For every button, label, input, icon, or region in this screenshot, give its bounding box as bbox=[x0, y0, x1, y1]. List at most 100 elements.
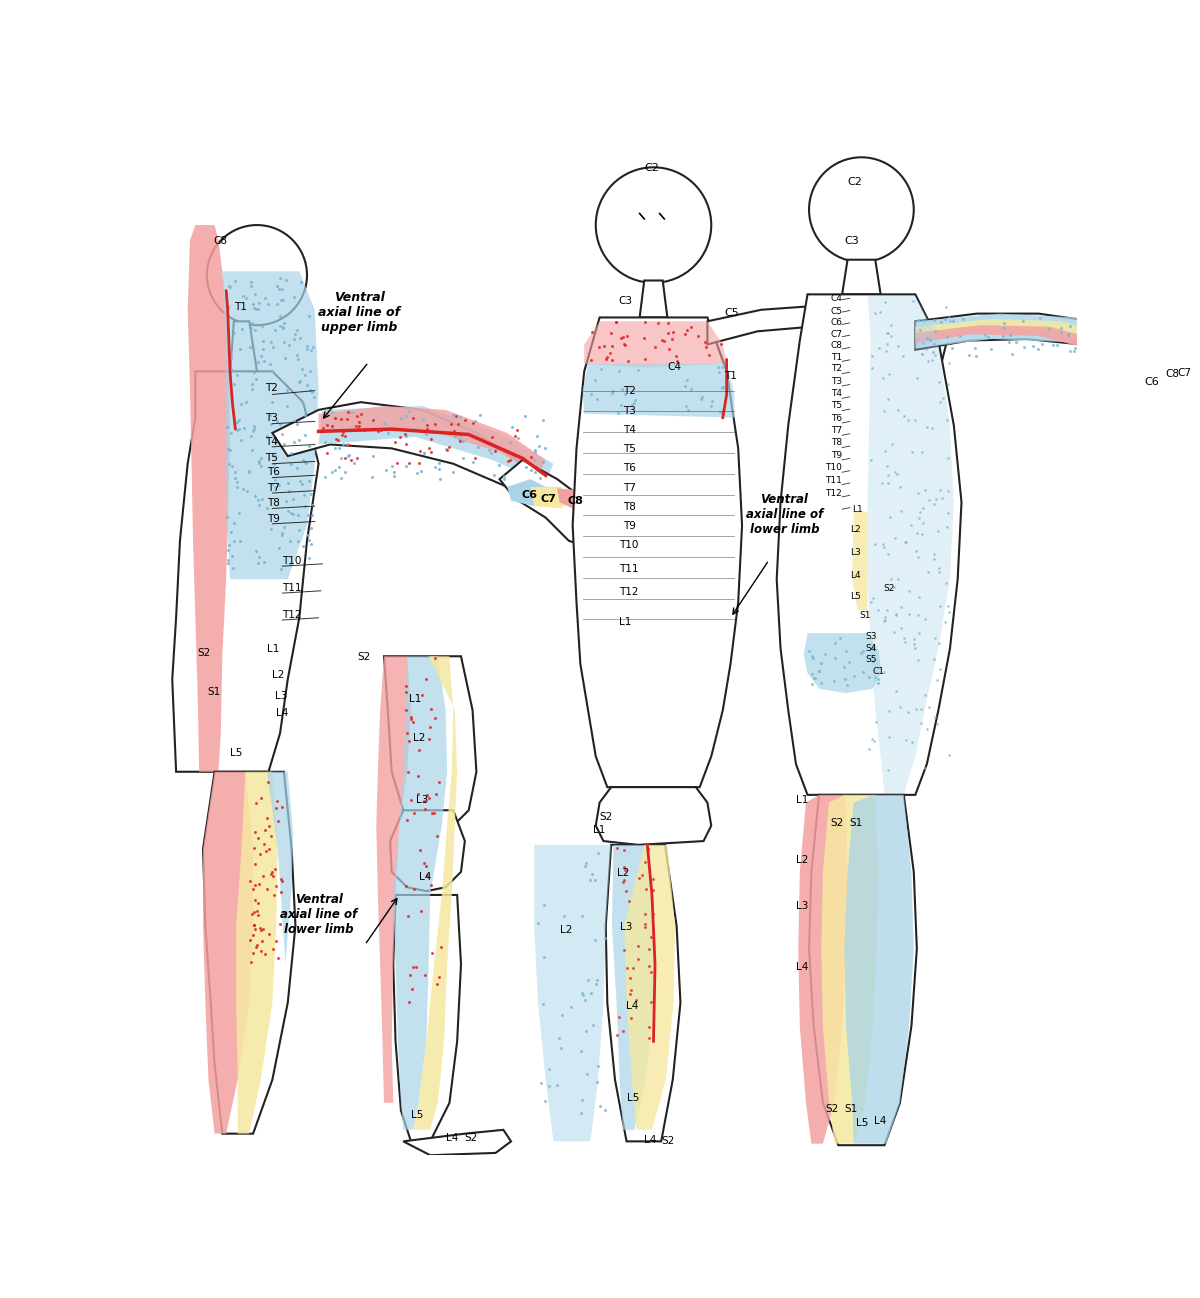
Text: T10: T10 bbox=[619, 540, 638, 550]
Text: L2: L2 bbox=[413, 733, 426, 742]
Text: L5: L5 bbox=[230, 749, 242, 758]
Text: L4: L4 bbox=[445, 1133, 458, 1144]
Text: S1: S1 bbox=[845, 1105, 858, 1114]
Text: L3: L3 bbox=[796, 901, 809, 911]
Text: T10: T10 bbox=[826, 463, 842, 472]
Text: T2: T2 bbox=[830, 365, 841, 374]
Polygon shape bbox=[403, 1129, 511, 1155]
Polygon shape bbox=[394, 657, 448, 1129]
Text: T1: T1 bbox=[830, 353, 841, 362]
Polygon shape bbox=[230, 322, 257, 375]
Text: C8: C8 bbox=[568, 496, 583, 506]
Polygon shape bbox=[776, 295, 961, 794]
Text: C1: C1 bbox=[872, 667, 884, 676]
Text: L1: L1 bbox=[852, 505, 863, 514]
Text: L2: L2 bbox=[272, 670, 284, 680]
Text: S1: S1 bbox=[850, 818, 863, 828]
Text: L5: L5 bbox=[856, 1118, 869, 1128]
Polygon shape bbox=[624, 845, 676, 1129]
Text: T4: T4 bbox=[830, 389, 841, 398]
Text: S2: S2 bbox=[830, 818, 844, 828]
Polygon shape bbox=[384, 657, 476, 826]
Polygon shape bbox=[557, 488, 588, 509]
Text: L4: L4 bbox=[874, 1116, 886, 1127]
Text: C6: C6 bbox=[830, 318, 842, 327]
Text: L5: L5 bbox=[851, 592, 862, 601]
Text: S5: S5 bbox=[865, 655, 877, 665]
Polygon shape bbox=[916, 314, 1150, 362]
Text: T3: T3 bbox=[265, 413, 277, 423]
Text: T11: T11 bbox=[619, 563, 638, 574]
Polygon shape bbox=[852, 511, 868, 610]
Text: T9: T9 bbox=[830, 450, 841, 459]
Polygon shape bbox=[708, 306, 946, 360]
Polygon shape bbox=[394, 894, 461, 1141]
Text: T3: T3 bbox=[830, 376, 841, 386]
Text: L3: L3 bbox=[851, 548, 862, 557]
Polygon shape bbox=[266, 772, 293, 964]
Text: C7: C7 bbox=[540, 495, 556, 504]
Polygon shape bbox=[595, 787, 712, 845]
Polygon shape bbox=[413, 657, 457, 1129]
Text: L3: L3 bbox=[619, 922, 632, 932]
Text: C6: C6 bbox=[1145, 378, 1159, 387]
Polygon shape bbox=[1142, 347, 1177, 370]
Polygon shape bbox=[499, 459, 604, 549]
Polygon shape bbox=[842, 260, 881, 295]
Text: T12: T12 bbox=[826, 489, 842, 498]
Polygon shape bbox=[222, 271, 318, 579]
Polygon shape bbox=[272, 402, 553, 510]
Text: T7: T7 bbox=[266, 483, 280, 493]
Polygon shape bbox=[377, 657, 410, 1103]
Text: C3: C3 bbox=[619, 296, 632, 305]
Circle shape bbox=[809, 157, 913, 262]
Text: L1: L1 bbox=[796, 794, 809, 805]
Text: L1: L1 bbox=[619, 618, 631, 627]
Polygon shape bbox=[203, 772, 253, 1133]
Text: S2: S2 bbox=[883, 584, 894, 593]
Polygon shape bbox=[1162, 347, 1189, 365]
Text: L1: L1 bbox=[409, 694, 421, 705]
Text: T12: T12 bbox=[282, 610, 302, 619]
Text: C4: C4 bbox=[830, 293, 842, 302]
Text: L5: L5 bbox=[628, 1093, 640, 1103]
Text: T5: T5 bbox=[830, 401, 841, 410]
Text: T11: T11 bbox=[826, 476, 842, 485]
Polygon shape bbox=[809, 794, 917, 1145]
Text: Ventral
axial line of
upper limb: Ventral axial line of upper limb bbox=[318, 291, 401, 335]
Polygon shape bbox=[868, 296, 954, 794]
Text: T3: T3 bbox=[623, 406, 636, 415]
Text: T9: T9 bbox=[623, 522, 636, 531]
Text: C6: C6 bbox=[521, 491, 538, 501]
Polygon shape bbox=[798, 794, 847, 1144]
Text: T2: T2 bbox=[265, 383, 277, 392]
Text: T4: T4 bbox=[623, 424, 636, 435]
Polygon shape bbox=[612, 845, 655, 1129]
Text: T2: T2 bbox=[623, 387, 636, 396]
Text: T4: T4 bbox=[265, 436, 277, 447]
Text: T6: T6 bbox=[623, 463, 636, 474]
Text: C8: C8 bbox=[214, 236, 227, 247]
Polygon shape bbox=[916, 314, 1154, 370]
Text: L2: L2 bbox=[851, 524, 862, 533]
Polygon shape bbox=[583, 363, 734, 418]
Text: S4: S4 bbox=[865, 644, 877, 653]
Text: L2: L2 bbox=[559, 925, 572, 936]
Polygon shape bbox=[318, 406, 553, 483]
Polygon shape bbox=[606, 845, 680, 1141]
Polygon shape bbox=[530, 487, 572, 509]
Text: C7: C7 bbox=[830, 330, 842, 339]
Text: T1: T1 bbox=[234, 301, 247, 312]
Text: T8: T8 bbox=[266, 498, 280, 508]
Text: L4: L4 bbox=[420, 871, 432, 881]
Text: L4: L4 bbox=[644, 1134, 656, 1145]
Text: T7: T7 bbox=[830, 426, 841, 435]
Text: T1: T1 bbox=[725, 371, 737, 382]
Text: T10: T10 bbox=[282, 556, 301, 566]
Polygon shape bbox=[804, 633, 882, 693]
Text: C3: C3 bbox=[845, 236, 859, 247]
Polygon shape bbox=[203, 772, 295, 1133]
Text: L2: L2 bbox=[796, 854, 809, 864]
Text: C8: C8 bbox=[830, 341, 842, 350]
Text: S2: S2 bbox=[661, 1136, 674, 1146]
